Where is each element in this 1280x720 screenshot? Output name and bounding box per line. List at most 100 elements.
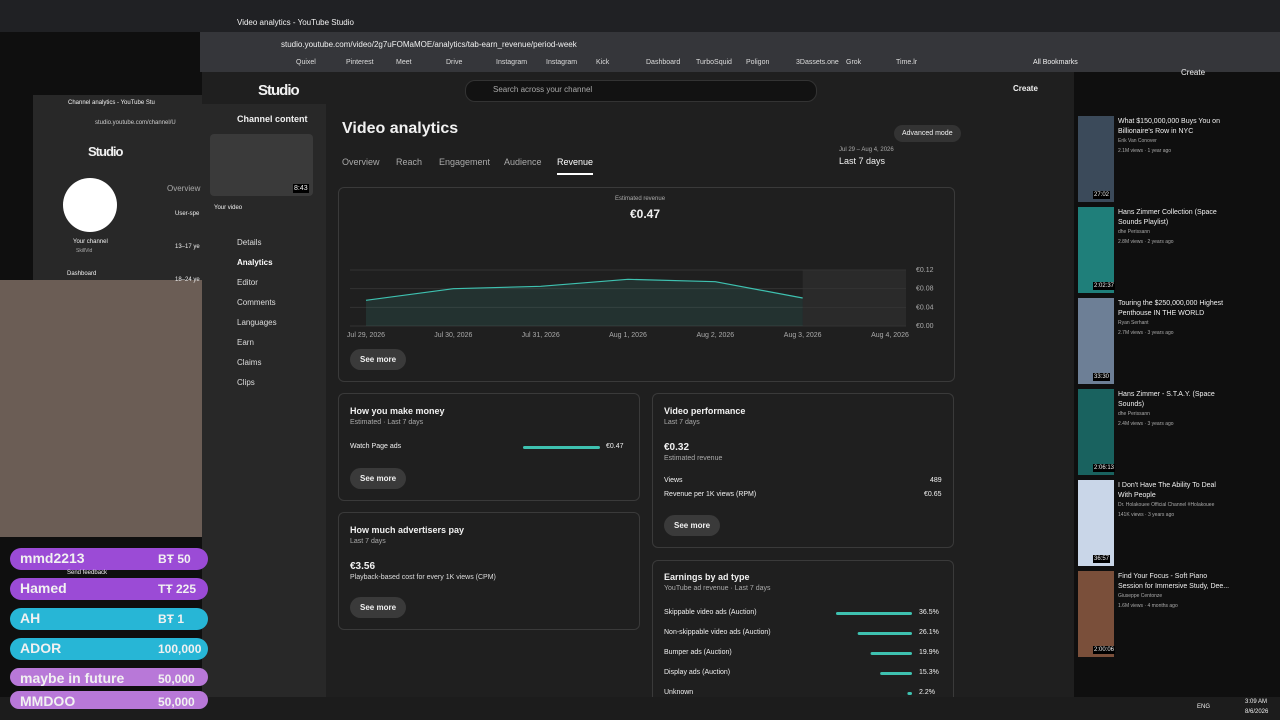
bar — [857, 632, 912, 635]
ad-type-label: Unknown — [664, 689, 694, 696]
tab: Reach — [396, 157, 423, 167]
bar — [870, 652, 912, 655]
rec-title: Find Your Focus - Soft Piano Session for… — [1118, 573, 1230, 590]
value-label: 2.2% — [919, 689, 935, 696]
rec-channel: dhe Perissann — [1118, 411, 1150, 417]
donation-bar — [10, 548, 208, 570]
y-tick-label: €0.00 — [916, 323, 934, 330]
rec-thumbnail[interactable] — [1078, 116, 1114, 202]
donor-name: Hamed — [20, 580, 67, 596]
donation-amount: 100,000 — [158, 642, 202, 656]
bg-dashboard: Dashboard — [67, 271, 97, 277]
rpm-value: €0.65 — [924, 491, 942, 498]
x-tick-label: Aug 1, 2026 — [609, 332, 647, 339]
create-button: Create — [1181, 68, 1206, 77]
rec-thumbnail[interactable] — [1078, 298, 1114, 384]
rec-channel: Dr. Holakouee Official Channel #Holakoue… — [1118, 502, 1215, 508]
card-title: Earnings by ad type — [664, 572, 750, 582]
card-subtitle: YouTube ad revenue · Last 7 days — [664, 585, 771, 592]
tab: Audience — [504, 157, 542, 167]
donation-amount: 50,000 — [158, 672, 195, 686]
area — [366, 279, 803, 326]
nav-item: Editor — [237, 278, 258, 287]
bookmark: Instagram — [496, 59, 528, 66]
x-tick-label: Aug 2, 2026 — [696, 332, 734, 339]
bg-row: 13–17 ye — [175, 244, 200, 250]
line — [365, 278, 803, 301]
rec-thumbnail[interactable] — [1078, 571, 1114, 657]
bookmark: 3Dassets.one — [796, 59, 839, 66]
donation-bar — [10, 608, 208, 630]
bg-url: studio.youtube.com/channel/U — [95, 120, 176, 126]
value-label: 36.5% — [919, 609, 939, 616]
source-label: Watch Page ads — [350, 443, 402, 450]
bar — [880, 672, 912, 675]
donor-name: AH — [20, 610, 41, 626]
rec-channel: Giuseppe Centonze — [1118, 593, 1163, 599]
revenue-label: Estimated revenue — [664, 455, 723, 462]
advanced-mode: Advanced mode — [894, 125, 961, 142]
rec-thumbnail[interactable] — [1078, 480, 1114, 566]
back-link: Channel content — [237, 114, 308, 124]
see-more[interactable]: See more — [350, 597, 407, 618]
bar — [523, 446, 600, 449]
card-title: How you make money — [350, 406, 445, 416]
card-title: Video performance — [664, 406, 746, 416]
tab: Engagement — [439, 157, 491, 167]
x-tick-label: Aug 4, 2026 — [871, 332, 909, 339]
rec-duration: 2:06:13 — [1093, 464, 1116, 472]
x-tick-label: Jul 30, 2026 — [434, 332, 472, 339]
see-more[interactable]: See more — [350, 468, 407, 489]
donation-bar — [10, 578, 208, 600]
nav-item: Analytics — [237, 258, 273, 267]
bookmark: Instagram — [546, 59, 578, 66]
bg-logo: Studio — [88, 144, 123, 159]
x-tick-label: Jul 31, 2026 — [522, 332, 560, 339]
bg-row: 18–24 ye — [175, 277, 200, 283]
tab: Overview — [342, 157, 380, 167]
search-box — [465, 80, 817, 102]
donation-amount: TŦ 225 — [158, 582, 197, 596]
tab-strip — [0, 0, 1280, 32]
rec-title: What $150,000,000 Buys You on Billionair… — [1118, 118, 1220, 135]
tab-title: Video analytics - YouTube Studio — [237, 18, 354, 27]
donation-bar — [10, 638, 208, 660]
bookmark: Pinterest — [346, 59, 374, 66]
card-subtitle: Last 7 days — [664, 419, 700, 426]
ad-type-label: Display ads (Auction) — [664, 669, 731, 676]
value-label: €0.47 — [606, 443, 624, 450]
see-more[interactable]: See more — [664, 515, 721, 536]
donor-name: mmd2213 — [20, 550, 85, 566]
address-bar-row — [200, 32, 1280, 72]
rec-channel: Erik Van Conover — [1118, 138, 1157, 144]
donation-bar — [10, 668, 208, 686]
rec-title: Hans Zimmer - S.T.A.Y. (Space Sounds) — [1118, 391, 1215, 408]
see-more[interactable]: See more — [350, 349, 407, 370]
date-range: Jul 29 – Aug 4, 2026 — [839, 147, 894, 153]
rec-thumbnail[interactable] — [1078, 389, 1114, 475]
nav-item: Languages — [237, 318, 277, 327]
future-shade — [802, 270, 906, 326]
period: Last 7 days — [839, 156, 886, 166]
taskbar — [0, 697, 1280, 720]
card-title: How much advertisers pay — [350, 525, 465, 535]
nav-item: Details — [237, 238, 262, 247]
nav-item: Clips — [237, 378, 255, 387]
views-value: 489 — [930, 477, 942, 484]
bar — [836, 612, 912, 615]
ad-type-label: Skippable video ads (Auction) — [664, 609, 757, 616]
value-label: 15.3% — [919, 669, 939, 676]
bookmark: Grok — [846, 59, 862, 66]
page-title: Video analytics — [342, 120, 459, 137]
rec-duration: 2:02:37 — [1093, 282, 1116, 290]
rec-thumbnail[interactable] — [1078, 207, 1114, 293]
create-button: Create — [1013, 84, 1038, 93]
bg-tab: Channel analytics - YouTube Stu — [68, 100, 155, 106]
rec-title: Touring the $250,000,000 Highest Penthou… — [1118, 300, 1224, 317]
taskbar-time: 3:09 AM — [1245, 699, 1268, 705]
bookmark: Poligon — [746, 59, 770, 66]
value-label: 19.9% — [919, 649, 939, 656]
rec-duration: 36:57 — [1093, 555, 1111, 563]
